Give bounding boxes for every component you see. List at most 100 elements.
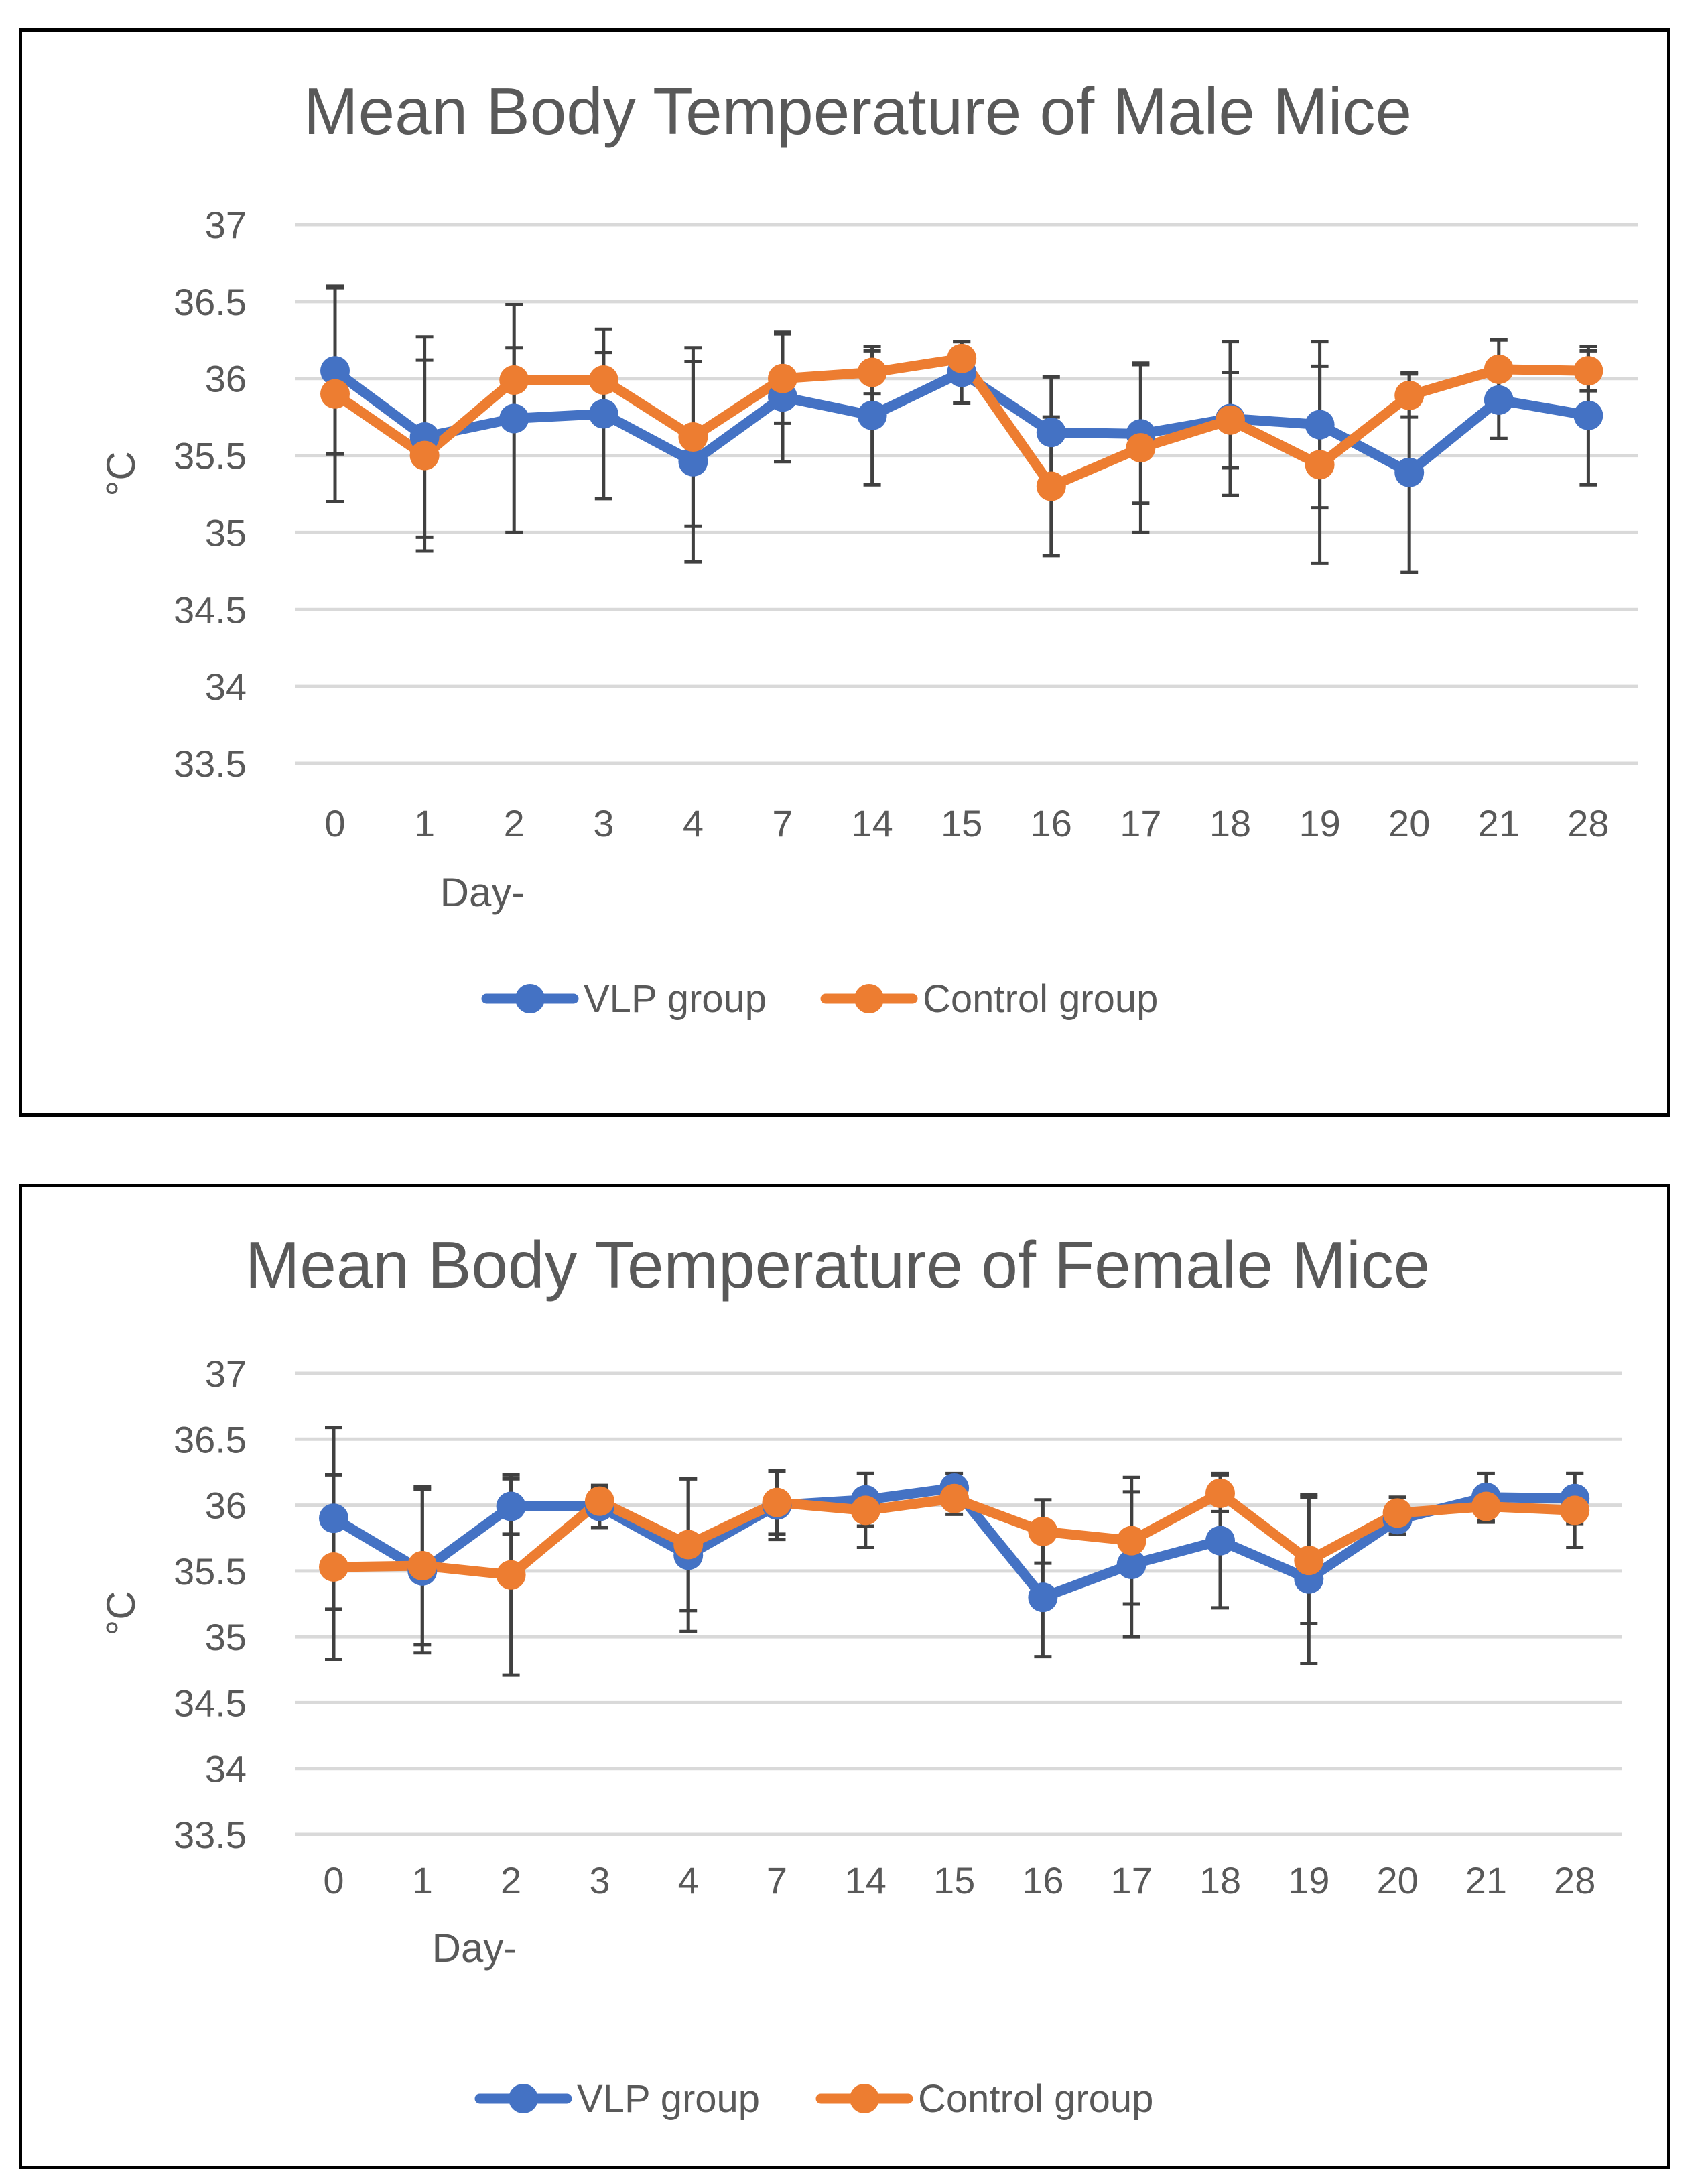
- x-tick-label: 21: [1478, 802, 1520, 845]
- legend: VLP group Control group: [481, 977, 1158, 1021]
- y-tick-label: 37: [205, 1353, 247, 1395]
- x-tick-label: 2: [504, 802, 525, 845]
- x-tick-label: 20: [1388, 802, 1430, 845]
- data-point-control: [1116, 1526, 1146, 1556]
- data-point-vlp: [588, 399, 618, 429]
- x-tick-label: 4: [683, 802, 704, 845]
- x-axis-title: Day-: [440, 870, 525, 915]
- legend-marker-vlp: [515, 984, 545, 1013]
- data-point-vlp: [499, 403, 529, 434]
- x-tick-label: 3: [589, 1859, 610, 1902]
- y-tick-label: 34: [205, 1748, 247, 1790]
- x-tick-label: 19: [1288, 1859, 1329, 1902]
- x-tick-label: 16: [1031, 802, 1072, 845]
- y-tick-label: 35.5: [174, 1550, 247, 1593]
- data-point-control: [1294, 1546, 1324, 1576]
- x-tick-label: 4: [678, 1859, 699, 1902]
- data-point-vlp: [1305, 410, 1335, 440]
- data-point-vlp: [1484, 385, 1514, 415]
- data-point-control: [1216, 405, 1245, 435]
- data-point-control: [584, 1486, 614, 1516]
- legend-marker-vlp: [509, 2084, 538, 2113]
- y-tick-label: 36.5: [174, 281, 247, 323]
- y-tick-label: 35: [205, 1616, 247, 1658]
- x-tick-label: 15: [933, 1859, 975, 1902]
- y-axis-title: °C: [98, 1591, 143, 1635]
- data-point-vlp: [678, 446, 708, 477]
- x-tick-label: 0: [324, 802, 345, 845]
- legend-label-control: Control group: [923, 977, 1158, 1021]
- data-point-control: [1205, 1478, 1235, 1508]
- x-tick-label: 18: [1199, 1859, 1241, 1902]
- data-point-control: [1573, 356, 1603, 386]
- male-temperature-chart: Mean Body Temperature of Male Mice 33.5 3…: [98, 74, 1638, 1021]
- data-point-control: [1394, 380, 1425, 410]
- x-axis-title: Day-: [432, 1926, 517, 1971]
- y-tick-label: 37: [205, 204, 247, 246]
- data-point-control: [673, 1530, 704, 1560]
- data-point-control: [1560, 1495, 1590, 1526]
- data-point-control: [1484, 354, 1514, 384]
- data-point-control: [947, 343, 977, 373]
- data-point-vlp: [1394, 457, 1425, 487]
- data-point-control: [407, 1550, 438, 1580]
- x-tick-label: 1: [412, 1859, 433, 1902]
- data-point-vlp: [1036, 418, 1066, 448]
- y-axis-title: °C: [98, 451, 143, 496]
- x-tick-label: 28: [1554, 1859, 1595, 1902]
- data-point-control: [1471, 1491, 1501, 1521]
- x-tick-label: 15: [941, 802, 982, 845]
- x-tick-label: 7: [767, 1859, 787, 1902]
- data-point-control: [1305, 450, 1335, 480]
- data-point-vlp: [1028, 1582, 1058, 1613]
- data-point-control: [1382, 1498, 1413, 1528]
- data-point-vlp: [319, 1503, 348, 1534]
- y-tick-label: 36.5: [174, 1418, 247, 1460]
- legend-label-vlp: VLP group: [584, 977, 767, 1021]
- chart-title: Mean Body Temperature of Male Mice: [304, 74, 1412, 148]
- x-tick-label: 17: [1111, 1859, 1153, 1902]
- x-tick-label: 0: [323, 1859, 344, 1902]
- data-point-control: [409, 440, 440, 471]
- data-point-control: [1028, 1516, 1058, 1546]
- data-point-vlp: [1205, 1526, 1235, 1556]
- x-tick-label: 2: [501, 1859, 521, 1902]
- data-point-control: [588, 365, 618, 395]
- y-tick-label: 36: [205, 1485, 247, 1527]
- data-point-vlp: [496, 1491, 526, 1521]
- chart-panel-female: Mean Body Temperature of Female Mice 33.…: [19, 1184, 1670, 2169]
- x-tick-label: 20: [1376, 1859, 1418, 1902]
- legend-label-vlp: VLP group: [577, 2077, 760, 2121]
- data-point-control: [762, 1487, 792, 1517]
- data-point-control: [939, 1483, 970, 1513]
- female-temperature-chart: Mean Body Temperature of Female Mice 33.…: [98, 1228, 1622, 2121]
- y-tick-label: 35.5: [174, 435, 247, 477]
- x-tick-label: 3: [593, 802, 614, 845]
- x-tick-label: 14: [851, 802, 893, 845]
- x-tick-label: 18: [1209, 802, 1251, 845]
- y-tick-label: 35: [205, 511, 247, 554]
- x-tick-label: 19: [1299, 802, 1340, 845]
- data-point-control: [1126, 433, 1156, 463]
- y-tick-label: 33.5: [174, 1814, 247, 1856]
- data-point-control: [319, 1552, 348, 1582]
- data-point-control: [499, 365, 529, 395]
- chart-panel-male: Mean Body Temperature of Male Mice 33.5 3…: [19, 28, 1670, 1117]
- data-point-vlp: [1116, 1550, 1146, 1580]
- y-tick-label: 36: [205, 358, 247, 400]
- y-tick-label: 34: [205, 666, 247, 708]
- data-point-vlp: [320, 356, 350, 386]
- x-tick-label: 17: [1120, 802, 1161, 845]
- data-point-control: [850, 1495, 880, 1526]
- x-tick-label: 21: [1465, 1859, 1507, 1902]
- legend-label-control: Control group: [918, 2077, 1153, 2121]
- legend-marker-control: [854, 984, 884, 1013]
- x-tick-label: 14: [845, 1859, 886, 1902]
- y-tick-label: 33.5: [174, 743, 247, 785]
- x-tick-label: 1: [414, 802, 435, 845]
- x-tick-label: 28: [1567, 802, 1609, 845]
- x-tick-label: 16: [1022, 1859, 1063, 1902]
- data-point-control: [320, 379, 350, 409]
- legend: VLP group Control group: [474, 2077, 1153, 2121]
- data-point-vlp: [857, 400, 887, 430]
